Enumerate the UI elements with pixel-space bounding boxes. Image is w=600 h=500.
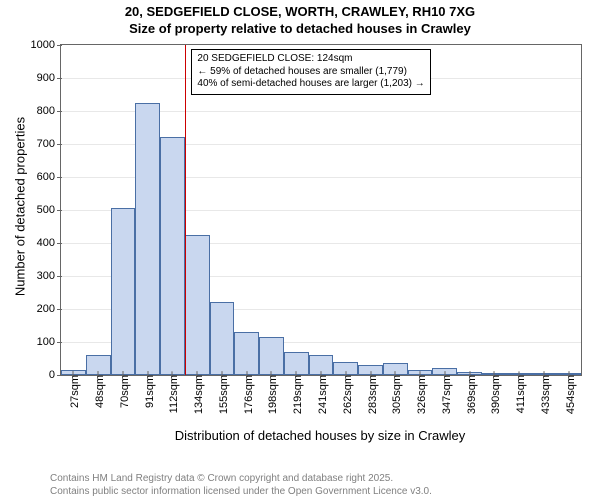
y-axis-label: Number of detached properties	[13, 107, 28, 307]
x-tick-label: 433sqm	[536, 375, 552, 414]
x-tick-label: 70sqm	[115, 375, 131, 408]
y-tick-label: 500	[37, 204, 61, 216]
chart-container: 20, SEDGEFIELD CLOSE, WORTH, CRAWLEY, RH…	[0, 0, 600, 500]
histogram-bar	[111, 208, 136, 375]
x-tick-label: 219sqm	[288, 375, 304, 414]
x-tick-label: 454sqm	[561, 375, 577, 414]
histogram-bar	[210, 302, 235, 375]
marker-line	[185, 45, 186, 375]
plot-area: 0100200300400500600700800900100027sqm48s…	[60, 44, 582, 376]
y-tick-label: 0	[49, 369, 61, 381]
x-tick-label: 411sqm	[511, 375, 527, 413]
x-tick-label: 390sqm	[486, 375, 502, 414]
y-tick-label: 900	[37, 72, 61, 84]
footer-attribution: Contains HM Land Registry data © Crown c…	[50, 472, 432, 498]
histogram-bar	[234, 332, 259, 375]
chart-title-line1: 20, SEDGEFIELD CLOSE, WORTH, CRAWLEY, RH…	[0, 0, 600, 21]
histogram-bar	[160, 137, 185, 375]
y-tick-label: 1000	[31, 39, 61, 51]
x-tick-label: 326sqm	[412, 375, 428, 414]
annotation-line1: 20 SEDGEFIELD CLOSE: 124sqm	[197, 53, 424, 66]
x-tick-label: 134sqm	[189, 375, 205, 414]
histogram-bar	[135, 103, 160, 375]
x-tick-label: 369sqm	[462, 375, 478, 414]
x-tick-label: 198sqm	[263, 375, 279, 414]
x-tick-label: 305sqm	[387, 375, 403, 414]
x-axis-label: Distribution of detached houses by size …	[60, 428, 580, 443]
footer-line2: Contains public sector information licen…	[50, 485, 432, 498]
x-tick-label: 48sqm	[90, 375, 106, 408]
chart-title-line2: Size of property relative to detached ho…	[0, 21, 600, 36]
x-tick-label: 283sqm	[363, 375, 379, 414]
footer-line1: Contains HM Land Registry data © Crown c…	[50, 472, 432, 485]
x-tick-label: 91sqm	[140, 375, 156, 408]
y-tick-label: 200	[37, 303, 61, 315]
annotation-line2: ← 59% of detached houses are smaller (1,…	[197, 66, 424, 79]
y-tick-label: 300	[37, 270, 61, 282]
annotation-box: 20 SEDGEFIELD CLOSE: 124sqm← 59% of deta…	[191, 49, 430, 95]
x-tick-label: 347sqm	[437, 375, 453, 414]
y-tick-label: 700	[37, 138, 61, 150]
x-tick-label: 155sqm	[214, 375, 230, 414]
x-tick-label: 241sqm	[313, 375, 329, 414]
histogram-bar	[185, 235, 210, 375]
x-tick-label: 112sqm	[164, 375, 180, 413]
x-tick-label: 262sqm	[338, 375, 354, 414]
y-tick-label: 100	[37, 336, 61, 348]
y-tick-label: 400	[37, 237, 61, 249]
x-tick-label: 176sqm	[239, 375, 255, 414]
y-tick-label: 800	[37, 105, 61, 117]
x-tick-label: 27sqm	[65, 375, 81, 408]
histogram-bar	[259, 337, 284, 375]
annotation-line3: 40% of semi-detached houses are larger (…	[197, 78, 424, 91]
y-tick-label: 600	[37, 171, 61, 183]
